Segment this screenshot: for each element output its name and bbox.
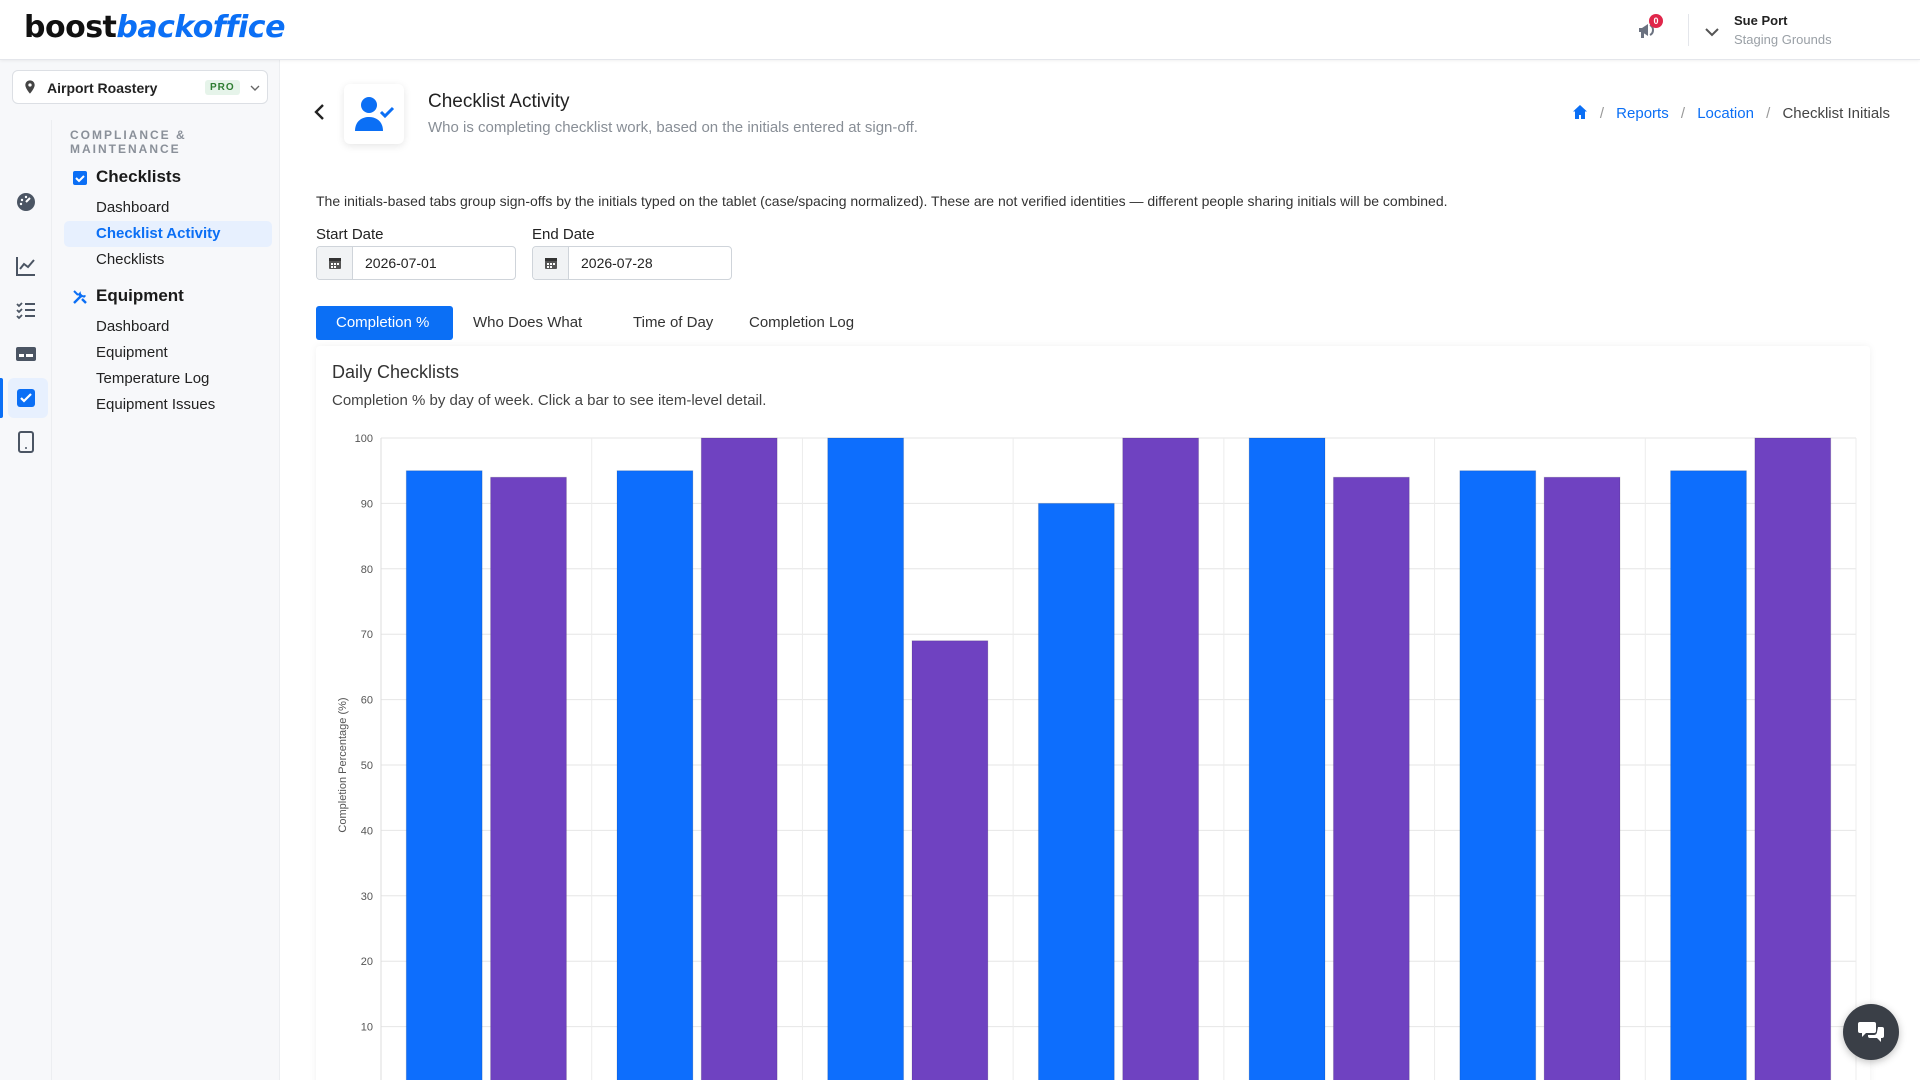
user-org: Staging Grounds bbox=[1734, 32, 1832, 47]
sidebar: Airport Roastery PRO bbox=[0, 60, 280, 1080]
chart-bar[interactable] bbox=[911, 640, 989, 1080]
tools-icon bbox=[73, 290, 87, 304]
y-tick-label: 40 bbox=[361, 825, 373, 837]
y-tick-label: 60 bbox=[361, 695, 373, 707]
y-tick-label: 20 bbox=[361, 956, 373, 968]
equipment-card-icon[interactable] bbox=[14, 342, 38, 366]
breadcrumb: / Reports / Location / Checklist Initial… bbox=[1572, 104, 1890, 122]
chart-bar[interactable] bbox=[405, 470, 483, 1080]
chart-bar[interactable] bbox=[1122, 437, 1200, 1080]
start-date-input[interactable] bbox=[353, 247, 515, 279]
tab-completion-log[interactable]: Completion Log bbox=[749, 314, 855, 331]
chart-bar[interactable] bbox=[1248, 437, 1326, 1080]
nav-item-equipment-dashboard[interactable]: Dashboard bbox=[96, 318, 170, 335]
calendar-button[interactable] bbox=[533, 247, 569, 279]
chart-bar[interactable] bbox=[1543, 476, 1621, 1080]
tab-who-does-what[interactable]: Who Does What bbox=[473, 314, 583, 331]
location-selector[interactable]: Airport Roastery PRO bbox=[12, 70, 268, 104]
end-date-field bbox=[532, 246, 732, 280]
initials-notice: The initials-based tabs group sign-offs … bbox=[316, 193, 1448, 209]
nav-item-equipment[interactable]: Equipment bbox=[96, 344, 168, 361]
calendar-button[interactable] bbox=[317, 247, 353, 279]
nav-item-checklists[interactable]: Checklists bbox=[96, 251, 165, 268]
user-name[interactable]: Sue Port bbox=[1734, 13, 1788, 28]
calendar-icon bbox=[545, 258, 557, 269]
breadcrumb-separator: / bbox=[1680, 105, 1686, 122]
nav-item-equipment-issues[interactable]: Equipment Issues bbox=[96, 396, 216, 413]
back-arrow-icon[interactable] bbox=[308, 100, 332, 124]
dashboard-gauge-icon[interactable] bbox=[14, 190, 38, 214]
chart-bar[interactable] bbox=[616, 470, 694, 1080]
y-tick-label: 50 bbox=[361, 760, 373, 772]
checkbox-icon bbox=[73, 171, 87, 185]
line-chart-icon[interactable] bbox=[14, 254, 38, 278]
daily-checklists-card: 10 20 30 40 50 60 70 80 90 100 Completion Percenta… bbox=[316, 346, 1870, 1080]
nav-item-checklists-dashboard[interactable]: Dashboard bbox=[96, 199, 170, 216]
divider bbox=[1688, 14, 1689, 46]
rail-active-indicator bbox=[0, 378, 3, 418]
nav-item-checklist-activity[interactable]: Checklist Activity bbox=[64, 221, 272, 247]
map-pin-icon bbox=[25, 80, 35, 94]
completion-bar-chart: 10 20 30 40 50 60 70 80 90 100 Completion Percenta… bbox=[337, 433, 1857, 1080]
card-subtitle: Completion % by day of week. Click a bar… bbox=[332, 392, 767, 409]
y-tick-label: 30 bbox=[361, 891, 373, 903]
page-subtitle: Who is completing checklist work, based … bbox=[428, 119, 918, 136]
chevron-down-icon[interactable] bbox=[1700, 20, 1724, 44]
y-tick-label: 100 bbox=[355, 433, 373, 445]
task-list-icon[interactable] bbox=[14, 298, 38, 322]
chart-bar[interactable] bbox=[1459, 470, 1537, 1080]
tab-completion[interactable]: Completion % bbox=[316, 306, 453, 340]
pro-badge: PRO bbox=[205, 80, 240, 95]
page-icon-box bbox=[344, 84, 404, 144]
chart-bar[interactable] bbox=[490, 476, 567, 1080]
tablet-icon[interactable] bbox=[14, 430, 38, 454]
y-axis-label: Completion Percentage (%) bbox=[337, 697, 349, 832]
y-tick-label: 10 bbox=[361, 1022, 373, 1034]
y-tick-label: 80 bbox=[361, 564, 373, 576]
y-tick-label: 90 bbox=[361, 498, 373, 510]
card-title: Daily Checklists bbox=[332, 362, 460, 382]
end-date-label: End Date bbox=[532, 226, 595, 243]
nav-item-temperature-log[interactable]: Temperature Log bbox=[96, 370, 210, 387]
chart-bar[interactable] bbox=[1754, 437, 1832, 1080]
home-icon[interactable] bbox=[1572, 104, 1588, 120]
start-date-label: Start Date bbox=[316, 226, 384, 243]
checkbox-icon[interactable] bbox=[14, 386, 38, 410]
nav-group-equipment[interactable]: Equipment bbox=[96, 286, 184, 305]
chart-bar[interactable] bbox=[827, 437, 905, 1080]
nav-group-checklists[interactable]: Checklists bbox=[96, 167, 182, 186]
notification-badge: 0 bbox=[1649, 14, 1663, 28]
y-tick-label: 70 bbox=[361, 629, 373, 641]
icon-rail bbox=[0, 120, 52, 1080]
tab-time-of-day[interactable]: Time of Day bbox=[633, 314, 714, 331]
chart-bar[interactable] bbox=[1332, 476, 1410, 1080]
top-bar: boostbackoffice 0 Sue Port Staging Groun… bbox=[0, 0, 1920, 60]
breadcrumb-reports[interactable]: Reports bbox=[1616, 105, 1669, 122]
nav-section-title: COMPLIANCE & MAINTENANCE bbox=[70, 128, 187, 156]
breadcrumb-separator: / bbox=[1766, 105, 1771, 122]
start-date-field bbox=[316, 246, 516, 280]
page-title: Checklist Activity bbox=[428, 91, 570, 112]
chat-button[interactable] bbox=[1843, 1004, 1899, 1060]
chart-bar[interactable] bbox=[700, 437, 778, 1080]
end-date-input[interactable] bbox=[569, 247, 731, 279]
chart-bar[interactable] bbox=[1037, 502, 1115, 1080]
breadcrumb-current: Checklist Initials bbox=[1782, 105, 1890, 122]
chat-bubbles-icon bbox=[1858, 1022, 1884, 1042]
calendar-icon bbox=[329, 258, 341, 269]
app-logo[interactable]: boostbackoffice bbox=[24, 10, 285, 45]
breadcrumb-location[interactable]: Location bbox=[1697, 105, 1754, 122]
breadcrumb-separator: / bbox=[1599, 105, 1604, 122]
chart-bar[interactable] bbox=[1670, 470, 1747, 1080]
location-name: Airport Roastery bbox=[47, 80, 158, 96]
chevron-down-icon bbox=[250, 85, 260, 91]
user-check-icon bbox=[355, 97, 395, 131]
